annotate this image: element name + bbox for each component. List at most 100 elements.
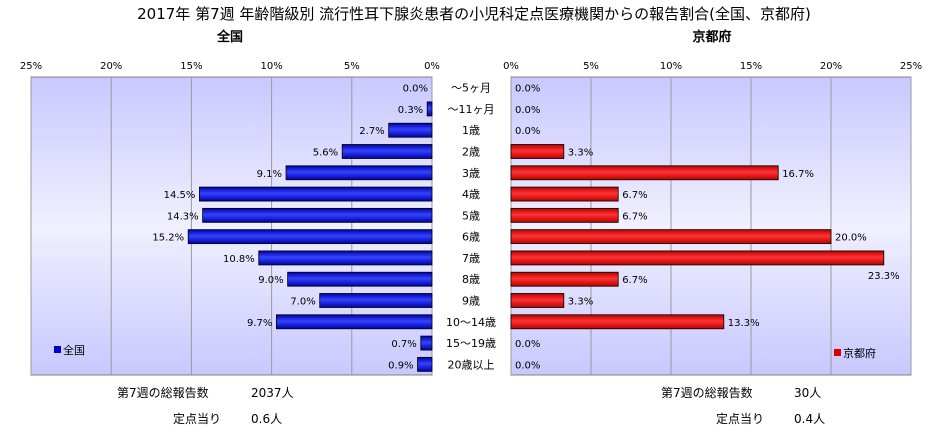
left-x-tick-label: 0% [424, 61, 440, 72]
left-x-tick-label: 25% [20, 61, 42, 72]
data-label-kyoto: 0.0% [515, 126, 540, 137]
category-label: ～11ヶ月 [448, 103, 495, 116]
data-label-kyoto: 3.3% [568, 297, 593, 308]
category-label: 4歳 [462, 188, 480, 201]
category-label: 3歳 [462, 167, 480, 180]
bar-kyoto [510, 314, 725, 330]
data-label-national: 0.9% [388, 360, 413, 371]
right-x-tick-label: 25% [900, 61, 922, 72]
data-label-national: 0.3% [398, 105, 423, 116]
data-label-national: 0.0% [403, 84, 428, 95]
data-label-kyoto: 6.7% [622, 211, 647, 222]
bar-national [341, 144, 433, 159]
right-x-tick-label: 15% [740, 61, 762, 72]
bar-kyoto [510, 271, 619, 287]
data-label-national: 14.3% [167, 211, 199, 222]
bar-national [202, 207, 433, 223]
footer-left-total-label: 第7週の総報告数 [117, 385, 209, 400]
left-x-tick-label: 5% [344, 61, 360, 72]
data-label-national: 5.6% [313, 148, 338, 159]
left-x-tick-label: 10% [260, 61, 282, 72]
footer-right-per-label: 定点当り [716, 411, 764, 426]
legend-left-label: 全国 [63, 343, 85, 357]
bar-kyoto [510, 229, 832, 245]
footer-left: 第7週の総報告数 2037人 定点当り 0.6人 [117, 385, 294, 426]
legend-right: 京都府 [834, 346, 876, 360]
category-label: 6歳 [462, 231, 480, 244]
bars [187, 101, 885, 372]
right-x-tick-label: 5% [583, 61, 599, 72]
right-plot-area [510, 76, 912, 376]
legend-right-label: 京都府 [843, 346, 876, 360]
category-labels: ～5ヶ月 ～11ヶ月 1歳 2歳 3歳 4歳 5歳 6歳 7歳 8歳 9歳 10～14歳 15～19歳 2… [446, 82, 496, 372]
gridlines [30, 77, 912, 375]
category-label: 5歳 [462, 209, 480, 222]
data-label-kyoto: 0.0% [515, 84, 540, 95]
data-label-kyoto: 3.3% [568, 148, 593, 159]
footer-left-per-value: 0.6人 [251, 412, 282, 426]
bar-national [199, 186, 433, 202]
bar-kyoto [510, 144, 565, 159]
category-label: 8歳 [462, 273, 480, 286]
legend-right-swatch [834, 349, 841, 356]
data-label-national: 9.0% [258, 275, 283, 286]
bar-kyoto [510, 186, 619, 202]
data-label-kyoto: 0.0% [515, 105, 540, 116]
data-label-kyoto: 16.7% [782, 169, 814, 180]
bar-national [426, 101, 433, 117]
data-label-national: 7.0% [290, 297, 315, 308]
bar-national [285, 165, 433, 181]
left-panel-title: 全国 [216, 29, 243, 45]
axis-ticks: 0% 0% 5% 5% 10% 10% 15% 15% 20% 20% 25% 25% [20, 61, 922, 72]
data-label-kyoto: 6.7% [622, 190, 647, 201]
category-label: 15～19歳 [446, 337, 496, 350]
category-label: 7歳 [462, 252, 480, 265]
bar-kyoto [510, 293, 565, 308]
category-label: 20歳以上 [448, 358, 495, 371]
category-label: 2歳 [462, 146, 480, 159]
bar-national [417, 356, 433, 372]
bar-kyoto [510, 207, 619, 223]
data-label-kyoto: 0.0% [515, 360, 540, 371]
right-x-tick-label: 20% [820, 61, 842, 72]
data-label-national: 9.7% [247, 318, 272, 329]
category-label: 1歳 [462, 124, 480, 137]
data-label-kyoto: 6.7% [622, 275, 647, 286]
bar-national [388, 122, 433, 138]
bar-kyoto [510, 165, 779, 181]
data-label-kyoto: 20.0% [835, 233, 867, 244]
bar-national [319, 293, 433, 308]
bar-kyoto [510, 250, 885, 266]
bar-national [276, 314, 433, 330]
right-x-tick-label: 10% [660, 61, 682, 72]
footer-right-per-value: 0.4人 [794, 412, 825, 426]
data-label-national: 15.2% [152, 233, 184, 244]
bar-national [287, 271, 433, 287]
category-label: ～5ヶ月 [451, 82, 491, 95]
left-plot-area [30, 76, 433, 376]
footer-left-total-value: 2037人 [251, 386, 294, 400]
left-x-tick-label: 20% [100, 61, 122, 72]
left-x-tick-label: 15% [180, 61, 202, 72]
legend-left: 全国 [54, 343, 85, 357]
category-label: 9歳 [462, 295, 480, 308]
data-label-national: 0.7% [391, 339, 416, 350]
legend-left-swatch [54, 346, 61, 353]
footer-right: 第7週の総報告数 30人 定点当り 0.4人 [661, 385, 825, 426]
data-label-national: 2.7% [359, 126, 384, 137]
data-label-kyoto: 23.3% [868, 271, 900, 282]
right-panel-title: 京都府 [692, 29, 731, 45]
footer-right-total-value: 30人 [794, 386, 821, 400]
footer-right-total-label: 第7週の総報告数 [661, 385, 753, 400]
category-label: 10～14歳 [446, 316, 496, 329]
bar-national [187, 229, 433, 245]
data-label-national: 14.5% [164, 190, 196, 201]
footer-left-per-label: 定点当り [173, 411, 221, 426]
data-label-national: 9.1% [257, 169, 282, 180]
data-label-national: 10.8% [223, 254, 255, 265]
data-labels: 0.0% 0.3% 2.7% 5.6% 9.1% 14.5% 14.3% 15.2% 10.8%… [152, 84, 899, 372]
data-label-kyoto: 0.0% [515, 339, 540, 350]
right-x-tick-label: 0% [503, 61, 519, 72]
bar-national [258, 250, 433, 266]
